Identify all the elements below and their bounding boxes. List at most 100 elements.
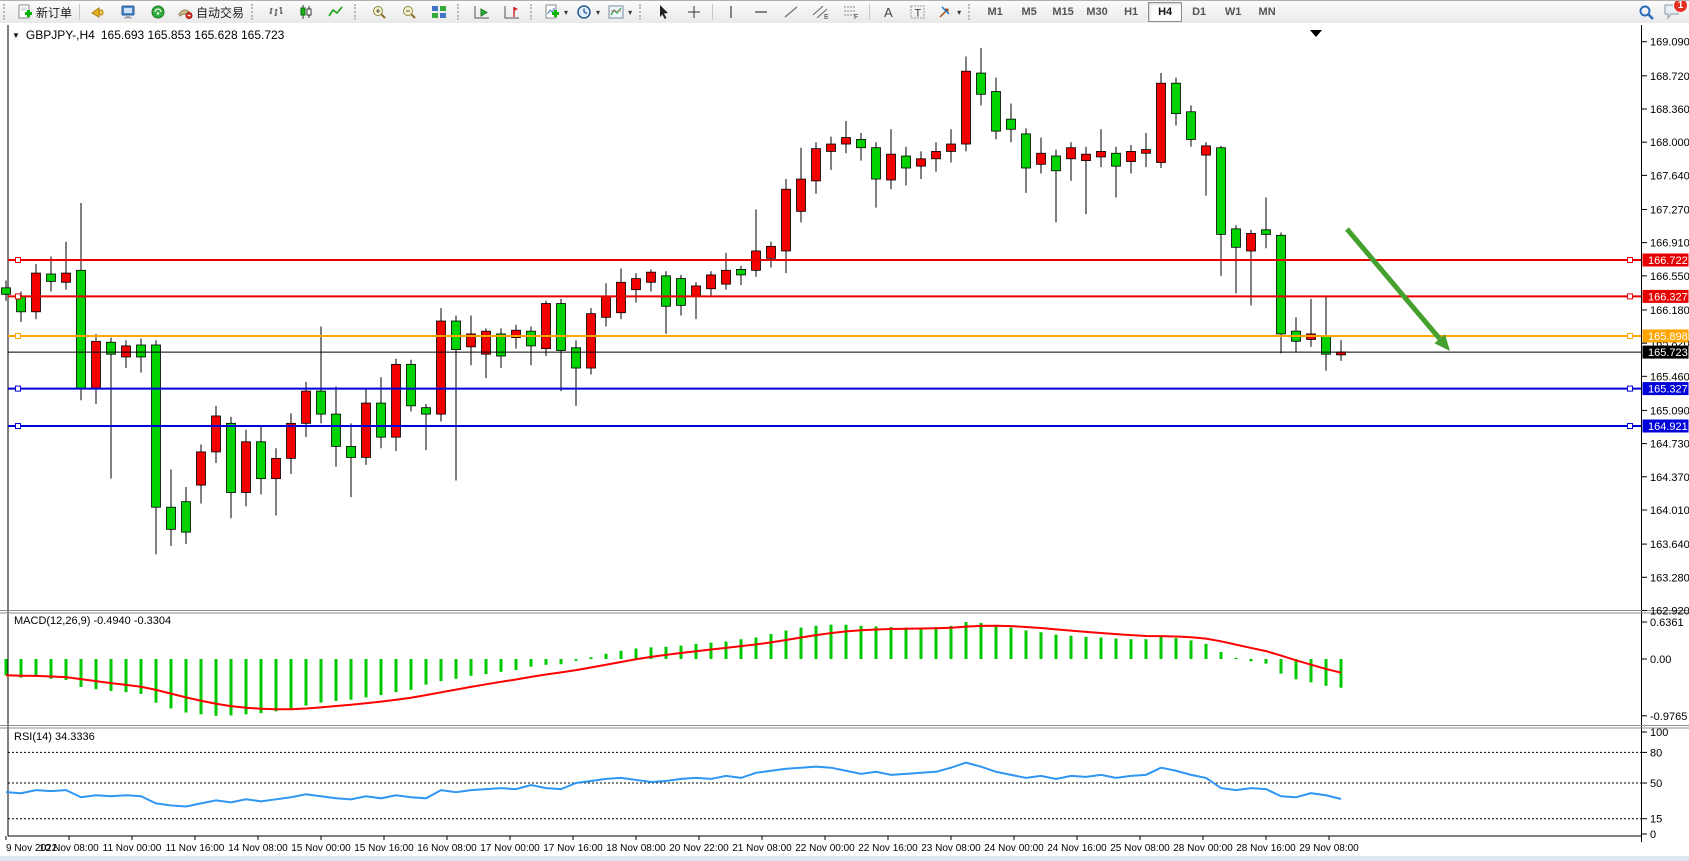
- toolbar-grip[interactable]: [457, 4, 464, 20]
- timeframe-m1[interactable]: M1: [987, 6, 1003, 18]
- bull-candle: [511, 329, 521, 339]
- timeframe-h1[interactable]: H1: [1124, 6, 1139, 18]
- hline-handle[interactable]: [15, 332, 21, 339]
- svg-text:164.921: 164.921: [1648, 421, 1688, 433]
- zoom-out-icon: [403, 6, 416, 19]
- bull-candle: [391, 363, 401, 438]
- timeframe-m5[interactable]: M5: [1021, 6, 1037, 18]
- search-icon[interactable]: [1638, 4, 1655, 21]
- hline-handle[interactable]: [15, 256, 21, 263]
- toolbar-grip[interactable]: [3, 4, 10, 20]
- bear-candle: [1231, 228, 1241, 248]
- timeframe-mn[interactable]: MN: [1258, 6, 1276, 18]
- toolbar-grip[interactable]: [639, 4, 646, 20]
- market-button[interactable]: [113, 1, 143, 23]
- toolbar-grip[interactable]: [530, 4, 537, 20]
- new-order-button[interactable]: 新订单: [13, 1, 76, 23]
- hline-handle[interactable]: [1627, 293, 1633, 300]
- svg-text:0: 0: [1650, 829, 1656, 841]
- trendline-tool-button[interactable]: [776, 1, 806, 23]
- cursor-icon: [660, 5, 669, 19]
- arrows-tool-button[interactable]: ▾: [933, 1, 965, 23]
- chart-shift-icon: [504, 6, 520, 19]
- text-label-tool-button[interactable]: T: [903, 1, 933, 23]
- bear-candle: [1051, 155, 1061, 172]
- alerts-button[interactable]: [83, 1, 113, 23]
- bull-candle: [691, 285, 701, 297]
- svg-text:21 Nov 08:00: 21 Nov 08:00: [732, 843, 792, 854]
- line-chart-button[interactable]: [321, 1, 351, 23]
- svg-text:10 Nov 08:00: 10 Nov 08:00: [39, 843, 99, 854]
- rsi-line: [5, 761, 1342, 808]
- svg-text:28 Nov 00:00: 28 Nov 00:00: [1173, 843, 1233, 854]
- bull-candle: [766, 245, 776, 259]
- chart-shift-marker-icon[interactable]: [1310, 30, 1322, 37]
- macd-pane[interactable]: 0.6361 0.00 -0.9765: [4, 617, 1687, 723]
- signals-button[interactable]: [143, 1, 173, 23]
- channel-letter: E: [824, 14, 829, 20]
- hline-handle[interactable]: [1627, 332, 1633, 339]
- bull-candle: [586, 313, 596, 369]
- fibonacci-tool-button[interactable]: F: [836, 1, 866, 23]
- templates-button[interactable]: ▾: [604, 1, 636, 23]
- bear-candle: [46, 273, 56, 282]
- chart-title: ▼ GBPJPY-,H4 165.693 165.853 165.628 165…: [12, 28, 284, 42]
- bull-candle: [91, 340, 101, 389]
- timeframe-d1[interactable]: D1: [1192, 6, 1207, 18]
- bar-chart-button[interactable]: [261, 1, 291, 23]
- chart-shift-button[interactable]: [497, 1, 527, 23]
- svg-text:162.920: 162.920: [1650, 605, 1689, 617]
- bull-candle: [121, 345, 131, 358]
- hline-handle[interactable]: [15, 423, 21, 430]
- timeframe-m30[interactable]: M30: [1086, 6, 1108, 18]
- hline-handle[interactable]: [1627, 256, 1633, 263]
- cursor-tool-button[interactable]: [649, 1, 679, 23]
- autotrading-button[interactable]: 自动交易: [173, 1, 248, 23]
- svg-text:163.280: 163.280: [1650, 572, 1689, 584]
- price-axis[interactable]: 169.090 168.720 168.360 168.000 167.640 167.2…: [1642, 37, 1689, 618]
- zoom-in-button[interactable]: [364, 1, 394, 23]
- text-tool-icon: A: [884, 5, 893, 20]
- toolbar-grip[interactable]: [251, 4, 258, 20]
- indicators-button[interactable]: ▾: [540, 1, 572, 23]
- toolbar-separator: [79, 4, 81, 20]
- price-badge: [1642, 382, 1689, 396]
- hline-handle[interactable]: [15, 293, 21, 300]
- collapse-triangle-icon[interactable]: ▼: [12, 30, 20, 40]
- horizontal-line-tool-button[interactable]: [746, 1, 776, 23]
- svg-text:11 Nov 16:00: 11 Nov 16:00: [166, 843, 225, 854]
- candlestick-chart-button[interactable]: [291, 1, 321, 23]
- toolbar-grip[interactable]: [354, 4, 361, 20]
- chart-canvas[interactable]: 169.090 168.720 168.360 168.000 167.640 167.2…: [0, 23, 1689, 861]
- crosshair-tool-button[interactable]: [679, 1, 709, 23]
- trend-arrow-line[interactable]: [1345, 227, 1442, 341]
- bear-candle: [871, 147, 881, 180]
- tile-windows-button[interactable]: [424, 1, 454, 23]
- periods-button[interactable]: ▾: [572, 1, 604, 23]
- hline-handle[interactable]: [1627, 385, 1633, 392]
- hline-handle[interactable]: [15, 385, 21, 392]
- zoom-out-button[interactable]: [394, 1, 424, 23]
- bull-candle: [1066, 147, 1076, 160]
- svg-text:167.640: 167.640: [1650, 170, 1689, 182]
- toolbar-grip[interactable]: [968, 4, 975, 20]
- rsi-pane[interactable]: 100 80 50 15 0: [5, 727, 1668, 841]
- timeframe-h4[interactable]: H4: [1148, 2, 1183, 22]
- channel-tool-button[interactable]: E: [806, 1, 836, 23]
- svg-text:166.910: 166.910: [1650, 238, 1689, 250]
- horizontal-line-icon: [755, 11, 768, 13]
- timeframe-w1[interactable]: W1: [1224, 6, 1242, 18]
- vertical-line-tool-button[interactable]: [716, 1, 746, 23]
- chart-window-gbpjpy[interactable]: 169.090 168.720 168.360 168.000 167.640 167.2…: [0, 23, 1689, 861]
- trend-arrow-head[interactable]: [1434, 334, 1450, 351]
- timeframe-m15[interactable]: M15: [1052, 6, 1074, 18]
- svg-text:165.898: 165.898: [1648, 331, 1688, 343]
- auto-scroll-button[interactable]: [467, 1, 497, 23]
- autotrading-label: 自动交易: [196, 5, 245, 20]
- text-tool-button[interactable]: A: [873, 1, 903, 23]
- svg-text:169.090: 169.090: [1650, 37, 1689, 49]
- chat-button[interactable]: 1: [1663, 1, 1688, 22]
- hline-handle[interactable]: [1627, 423, 1633, 430]
- horizontal-lines[interactable]: [8, 256, 1641, 430]
